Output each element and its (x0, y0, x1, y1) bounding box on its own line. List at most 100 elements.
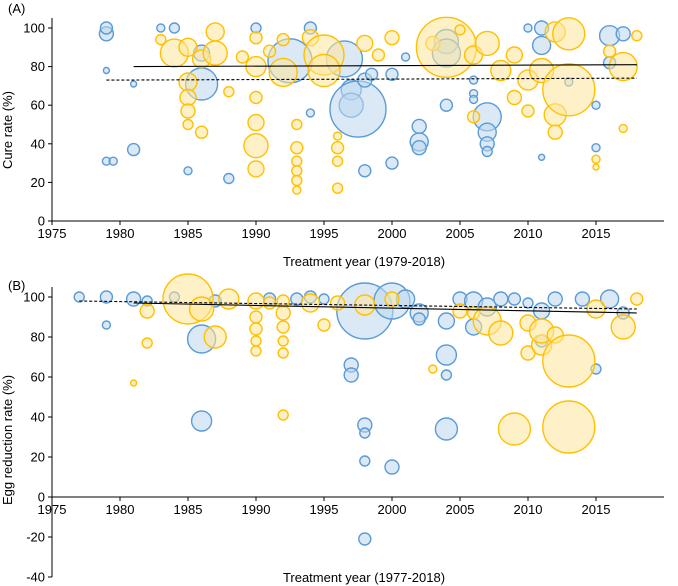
bubble-blue (507, 292, 522, 306)
bubble-blue (125, 291, 142, 307)
bubble-gold (247, 292, 265, 310)
bubble-blue (591, 100, 601, 110)
bubble-gold (249, 90, 263, 105)
bubble-gold (277, 347, 289, 359)
bubble-blue (108, 156, 118, 166)
bubble-gold (332, 131, 343, 141)
bubble-gold (180, 103, 196, 119)
x-tick-label: 2010 (514, 502, 543, 517)
bubble-gold (602, 44, 617, 58)
x-tick-label: 1985 (174, 502, 203, 517)
panel-a-trend-lines (106, 64, 637, 81)
panel-a-x-axis-title: Treatment year (1979-2018) (283, 254, 445, 269)
bubble-gold (307, 53, 341, 88)
bubble-gold (129, 379, 138, 387)
bubble-blue (437, 312, 456, 330)
bubble-blue (156, 23, 166, 33)
bubble-gold (155, 33, 167, 46)
bubble-blue (411, 118, 427, 135)
bubble-gold (291, 165, 303, 177)
bubble-blue (329, 80, 387, 138)
bubble-gold (317, 318, 331, 332)
y-tick-label: 0 (38, 490, 45, 505)
x-tick-label: 2015 (582, 502, 611, 517)
bubble-gold (452, 303, 468, 319)
bubble-gold (202, 40, 228, 66)
bubble-blue (126, 142, 141, 157)
bubble-blue (439, 98, 454, 112)
bubble-gold (141, 337, 153, 349)
y-tick-label: 40 (31, 410, 45, 425)
bubble-gold (608, 51, 638, 82)
bubble-blue (190, 410, 213, 432)
bubble-gold (247, 113, 265, 132)
x-tick-label: 2015 (582, 226, 611, 241)
bubble-gold (592, 163, 600, 171)
bubble-gold (205, 22, 225, 42)
bubble-blue (99, 21, 114, 35)
x-tick-label: 2005 (446, 226, 475, 241)
panel-a-label: (A) (8, 1, 25, 16)
y-tick-label: -40 (26, 570, 45, 585)
bubble-gold (262, 44, 277, 58)
bubble-gold (630, 292, 644, 306)
panel-b-label: (B) (8, 278, 25, 293)
bubble-blue (99, 290, 114, 304)
y-tick-label: 20 (31, 450, 45, 465)
bubble-gold (331, 182, 344, 194)
bubble-blue (223, 172, 235, 185)
trend-line-solid (133, 302, 637, 314)
bubble-blue (384, 459, 400, 475)
bubble-blue (493, 291, 509, 307)
bubble-gold (194, 125, 209, 139)
bubble-gold (291, 155, 303, 167)
y-tick-label: 80 (31, 59, 45, 74)
x-tick-label: 2005 (446, 502, 475, 517)
bubble-gold (178, 37, 198, 57)
bubble-blue (359, 427, 371, 439)
x-tick-label: 1990 (242, 226, 271, 241)
bubble-blue (400, 52, 411, 62)
bubble-blue (412, 312, 426, 326)
bubble-gold (249, 322, 263, 336)
bubble-gold (179, 88, 197, 107)
x-tick-label: 1975 (38, 502, 67, 517)
bubble-blue (385, 67, 399, 82)
x-tick-label: 1995 (310, 502, 339, 517)
bubble-blue (359, 455, 371, 467)
bubble-gold (505, 46, 524, 64)
panel-b-trend-lines (79, 300, 637, 314)
bubble-gold (506, 89, 523, 106)
bubble-gold (542, 400, 596, 454)
bubble-gold (497, 412, 532, 446)
bubble-blue (591, 142, 601, 153)
trend-line-dashed (79, 300, 637, 310)
bubble-gold (356, 34, 374, 53)
y-tick-label: 0 (38, 214, 45, 229)
y-tick-label: 100 (23, 21, 45, 36)
bubble-blue (101, 320, 112, 330)
x-tick-label: 1975 (38, 226, 67, 241)
bubble-gold (552, 17, 586, 51)
bubble-blue (434, 417, 459, 441)
panel-a: (A) 1975 1980 1985 1990 1995 2000 2005 2010 2015… (0, 1, 664, 269)
bubble-blue (183, 166, 193, 176)
bubble-gold (384, 30, 400, 46)
panel-b-axes: 1975 1980 1985 1990 1995 2000 2005 2010 2015 -40 -… (23, 287, 664, 585)
bubble-blue (364, 67, 379, 82)
y-tick-label: 60 (31, 370, 45, 385)
panel-b-x-axis-title: Treatment year (1977-2018) (283, 570, 445, 585)
bubble-gold (291, 118, 303, 131)
panel-a-bubbles (98, 16, 643, 195)
y-tick-label: 40 (31, 136, 45, 151)
bubble-gold (139, 303, 155, 319)
trend-line-dashed (106, 77, 637, 81)
bubble-gold (542, 63, 596, 117)
bubble-gold (243, 132, 269, 159)
bubble-gold (610, 314, 636, 340)
bubble-gold (631, 30, 643, 42)
bubble-blue (615, 26, 631, 42)
bubble-gold (275, 305, 291, 321)
bubble-gold (276, 294, 290, 308)
